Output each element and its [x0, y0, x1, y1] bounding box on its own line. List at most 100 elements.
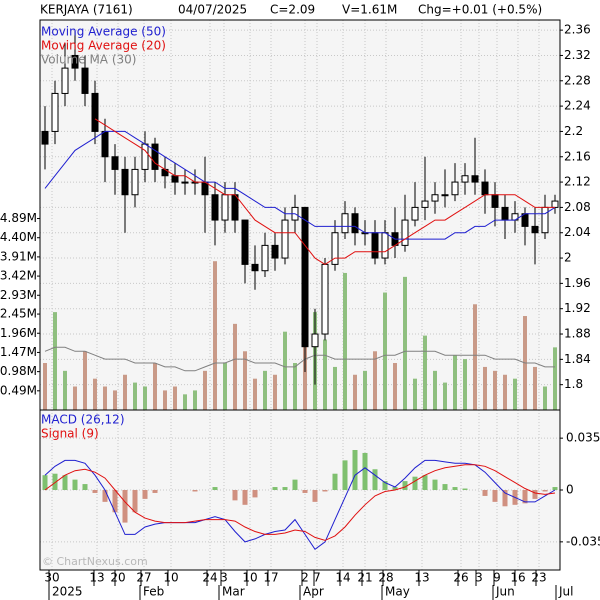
x-tick-label: 27: [136, 571, 151, 585]
macd-histogram-bar: [122, 490, 128, 523]
macd-histogram-bar: [552, 487, 558, 490]
candle-body: [171, 175, 179, 183]
macd-histogram-bar: [52, 473, 58, 490]
macd-line: [44, 459, 556, 551]
volume-bar: [273, 374, 277, 410]
macd-histogram-bar: [542, 490, 548, 492]
macd-histogram-bar: [362, 452, 368, 490]
volume-bar: [483, 366, 487, 410]
candle-body: [321, 263, 329, 335]
macd-histogram-bar: [272, 487, 278, 490]
candle-body: [311, 333, 319, 348]
macd-histogram-bar: [92, 490, 98, 493]
macd-histogram-bar: [482, 490, 488, 496]
x-tick-label: 10: [242, 571, 257, 585]
volume-bar: [503, 374, 507, 410]
macd-tick-label: 0.035: [566, 431, 600, 445]
candle-body: [421, 200, 429, 208]
candle-body: [61, 67, 69, 94]
volume-bar: [93, 378, 97, 410]
volume-bar: [543, 386, 547, 410]
x-tick-label: 26: [453, 571, 468, 585]
macd-histogram-bar: [402, 481, 408, 490]
volume-bar: [153, 363, 157, 410]
macd-histogram-bar: [252, 490, 258, 498]
volume-bar: [433, 370, 437, 410]
volume-bar: [413, 378, 417, 410]
candle-body: [81, 67, 89, 94]
x-tick-label: 17: [263, 571, 278, 585]
volume-bar: [323, 339, 327, 410]
macd-histogram-bar: [382, 481, 388, 490]
volume-tick-label: 0.49M: [0, 383, 37, 397]
volume-tick-label: 4.89M: [0, 211, 37, 225]
header-text: KERJAYA (7161): [40, 3, 133, 17]
candle-body: [151, 143, 159, 170]
macd-histogram-bar: [412, 476, 418, 490]
volume-tick-label: 3.42M: [0, 269, 37, 283]
candle-body: [371, 232, 379, 259]
y-tick-label: 1.92: [564, 301, 591, 315]
volume-bar: [293, 363, 297, 410]
volume-tick-label: 4.40M: [0, 230, 37, 244]
volume-ma-line: [44, 346, 555, 372]
macd-histogram-bar: [372, 469, 378, 490]
y-tick-label: 1.8: [564, 377, 583, 391]
y-tick-label: 1.96: [564, 276, 591, 290]
candle-body: [461, 175, 469, 183]
x-tick-label: 9: [493, 571, 501, 585]
macd-histogram-bar: [82, 484, 88, 490]
x-tick-label: 21: [357, 571, 372, 585]
candle-body: [221, 194, 229, 221]
volume-bar: [253, 378, 257, 410]
header-text: C=2.09: [270, 3, 315, 17]
x-tick-label: 3: [475, 571, 483, 585]
volume-bar: [533, 366, 537, 410]
macd-histogram-bar: [112, 490, 118, 513]
macd-histogram-bar: [392, 487, 398, 490]
y-tick-label: 2.08: [564, 200, 591, 214]
volume-bar: [423, 335, 427, 410]
volume-bar: [183, 394, 187, 410]
candle-body: [231, 194, 239, 221]
month-label: May: [385, 585, 410, 599]
macd-histogram-bar: [432, 479, 438, 490]
y-tick-label: 2.12: [564, 175, 591, 189]
header-text: V=1.61M: [342, 3, 397, 17]
candle-body: [71, 54, 79, 69]
candle-body: [401, 219, 409, 246]
volume-bar: [353, 374, 357, 410]
candle-body: [481, 181, 489, 196]
candle-body: [211, 194, 219, 221]
x-tick-label: 16: [510, 571, 525, 585]
candle-body: [251, 263, 259, 272]
candle-body: [131, 168, 139, 196]
volume-bar: [73, 386, 77, 410]
x-tick-label: 3: [220, 571, 228, 585]
volume-bar: [383, 292, 387, 410]
month-label: Mar: [222, 585, 245, 599]
volume-bar: [113, 390, 117, 410]
month-label: Feb: [143, 585, 164, 599]
header-text: 04/07/2025: [178, 3, 247, 17]
candle-body: [241, 219, 249, 265]
x-tick-label: 20: [110, 571, 125, 585]
macd-histogram-bar: [212, 487, 218, 490]
macd-histogram-bar: [232, 490, 238, 501]
x-tick-label: 13: [89, 571, 104, 585]
candle-body: [441, 194, 449, 197]
candle-body: [301, 206, 309, 348]
volume-bar: [463, 359, 467, 410]
y-tick-label: 2.28: [564, 73, 591, 87]
y-tick-label: 2: [564, 251, 572, 265]
macd-histogram-bar: [422, 475, 428, 490]
macd-histogram-bar: [292, 479, 298, 490]
legend-entry: Moving Average (20): [41, 39, 166, 53]
volume-bar: [263, 370, 267, 410]
candle-body: [531, 225, 539, 234]
macd-histogram-bar: [312, 490, 318, 502]
candle-body: [91, 92, 99, 132]
volume-bar: [473, 304, 477, 410]
x-tick-label: 13: [414, 571, 429, 585]
macd-histogram-bar: [72, 479, 78, 490]
